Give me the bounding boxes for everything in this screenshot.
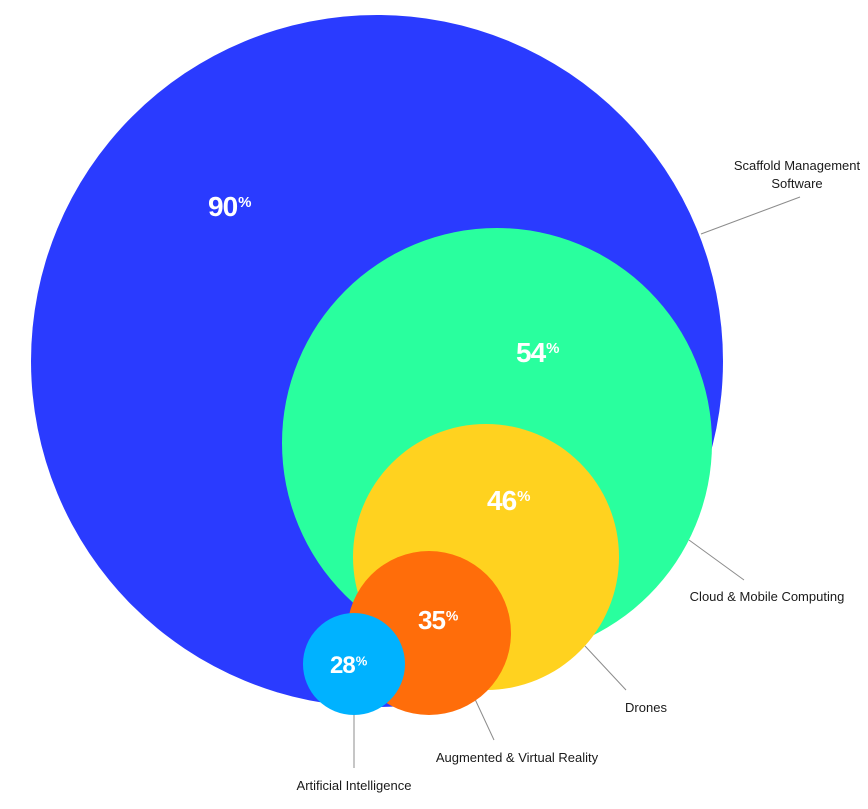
category-label-artificial-intelligence: Artificial Intelligence <box>297 778 412 793</box>
leader-lines <box>353 196 801 768</box>
leader-line-cloud-mobile-computing <box>688 539 745 581</box>
value-label-scaffold-management-software: 90% <box>208 191 251 222</box>
value-label-augmented-virtual-reality: 35% <box>418 605 459 635</box>
leader-line-scaffold-management-software <box>700 196 801 235</box>
circle-series <box>31 15 723 715</box>
category-label-scaffold-management-software: Scaffold Management Software <box>734 158 861 191</box>
category-label-augmented-virtual-reality: Augmented & Virtual Reality <box>436 750 599 765</box>
category-label-drones: Drones <box>625 700 667 715</box>
value-label-cloud-mobile-computing: 54% <box>516 337 559 368</box>
leader-line-drones <box>584 645 627 691</box>
value-label-artificial-intelligence: 28% <box>330 652 368 679</box>
category-labels: Scaffold Management Software Cloud & Mobil… <box>297 158 861 793</box>
category-label-cloud-mobile-computing: Cloud & Mobile Computing <box>690 589 845 604</box>
value-label-drones: 46% <box>487 485 530 516</box>
percent-labels: 90% 54% 46% 35% 28% <box>208 191 560 679</box>
circle-artificial-intelligence <box>303 613 405 715</box>
leader-line-augmented-virtual-reality <box>473 696 495 741</box>
